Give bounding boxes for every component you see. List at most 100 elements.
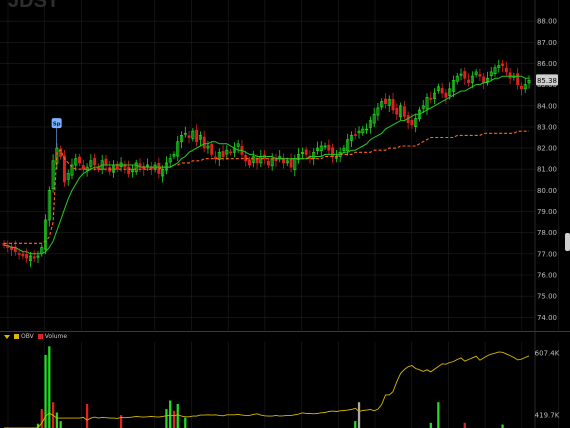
- candle-body: [297, 154, 301, 160]
- candle-body: [251, 156, 255, 163]
- price-tick-label: 83.00: [537, 123, 557, 131]
- candle-body: [304, 149, 308, 155]
- candle-body: [516, 73, 520, 85]
- candle-body: [429, 97, 433, 100]
- candle-body: [89, 160, 93, 167]
- candle-body: [436, 86, 440, 91]
- candle-body: [93, 157, 97, 166]
- candle-body: [244, 154, 248, 162]
- candle-body: [478, 74, 482, 77]
- candle-body: [168, 158, 172, 163]
- candle-body: [383, 98, 387, 105]
- volume-bar: [172, 410, 176, 428]
- candle-body: [85, 166, 89, 171]
- candle-body: [300, 151, 304, 154]
- candle-body: [198, 135, 202, 140]
- candle-body: [448, 88, 452, 96]
- candle-body: [319, 145, 323, 151]
- chart-markers: Sp: [51, 118, 62, 149]
- candle-body: [410, 119, 414, 126]
- last-price-label: 85.38: [537, 77, 557, 85]
- price-tick-label: 82.00: [537, 145, 557, 153]
- candle-body: [459, 73, 463, 76]
- legend-volume[interactable]: Volume: [37, 333, 68, 340]
- volume-bar: [119, 415, 123, 428]
- candle-body: [44, 219, 48, 250]
- triangle-down-icon[interactable]: [4, 334, 10, 339]
- candle-body: [180, 135, 184, 143]
- candle-body: [229, 151, 233, 154]
- legend-volume-label: Volume: [44, 333, 68, 340]
- candle-body: [176, 141, 180, 157]
- price-tick-label: 87.00: [537, 39, 557, 47]
- candle-body: [28, 255, 32, 261]
- candle-body: [172, 154, 176, 157]
- volume-bar: [85, 403, 89, 428]
- volume-bar: [40, 409, 43, 428]
- candle-body: [316, 147, 319, 151]
- price-tick-label: 84.00: [537, 102, 557, 110]
- candle-body: [331, 147, 335, 157]
- candle-body: [391, 99, 395, 111]
- candle-body: [414, 118, 418, 127]
- candle-body: [440, 88, 444, 94]
- volume-bar: [437, 402, 440, 428]
- candle-body: [47, 190, 51, 221]
- volume-bar: [44, 354, 47, 428]
- candle-body: [342, 147, 346, 151]
- candle-body: [225, 149, 229, 155]
- candle-body: [36, 255, 40, 258]
- candle-body: [214, 156, 217, 160]
- fast-moving-average-line: [4, 75, 529, 255]
- candle-body: [489, 71, 493, 77]
- price-tick-label: 86.00: [537, 60, 557, 68]
- volume-bar: [48, 346, 51, 428]
- legend-obv[interactable]: OBV: [14, 333, 34, 340]
- split-marker-badge: [51, 118, 62, 129]
- candle-body: [236, 143, 240, 147]
- volume-bar: [59, 421, 62, 428]
- candle-body: [289, 158, 293, 168]
- price-y-axis: 74.00 75.00 76.00 77.00 78.00 79.00 80.00 81.00…: [536, 18, 570, 322]
- candle-body: [115, 163, 119, 170]
- candle-body: [474, 71, 478, 75]
- volume-bar: [429, 422, 432, 428]
- candle-body: [10, 246, 14, 250]
- volume-bar: [463, 422, 466, 428]
- candle-body: [191, 130, 195, 139]
- volume-bar: [184, 417, 187, 428]
- ticker-symbol: JDST: [8, 0, 60, 12]
- price-tick-label: 76.00: [537, 272, 557, 280]
- candle-body: [266, 160, 270, 166]
- candle-body: [467, 79, 471, 83]
- candle-body: [323, 145, 327, 148]
- candle-body: [161, 168, 165, 177]
- candle-body: [104, 158, 108, 166]
- candle-body: [183, 132, 187, 135]
- candle-body: [6, 245, 10, 248]
- candle-body: [357, 130, 361, 134]
- candle-body: [451, 80, 455, 92]
- candle-body: [202, 136, 206, 149]
- candle-body: [519, 85, 523, 90]
- candle-body: [470, 75, 474, 83]
- candle-body: [463, 71, 467, 79]
- split-marker-label: Sp: [53, 122, 61, 128]
- candle-body: [482, 76, 486, 83]
- candle-body: [78, 156, 82, 164]
- price-tick-label: 79.00: [537, 208, 557, 216]
- candle-body: [421, 105, 425, 109]
- candle-body: [493, 67, 497, 74]
- candle-body: [376, 107, 380, 116]
- candle-body: [217, 151, 221, 160]
- obv-tick-label: 419.7K: [535, 411, 560, 419]
- candle-body: [402, 106, 406, 117]
- candle-body: [508, 72, 512, 79]
- candle-body: [66, 173, 70, 180]
- candle-body: [380, 101, 384, 108]
- price-tick-label: 77.00: [537, 250, 557, 258]
- candle-body: [210, 143, 214, 155]
- candle-body: [25, 253, 29, 259]
- volume-obv-pane: 419.7K 607.4K: [4, 346, 560, 428]
